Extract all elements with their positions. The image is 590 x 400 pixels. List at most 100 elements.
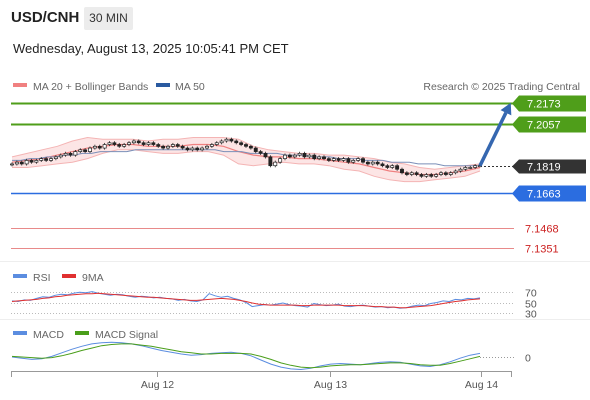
macd-signal-legend-swatch <box>75 331 89 335</box>
candle-body <box>302 153 307 158</box>
candle <box>439 171 443 177</box>
candle-body <box>205 145 209 149</box>
x-axis: Aug 12 Aug 13 Aug 14 <box>11 371 512 391</box>
candle <box>434 172 439 178</box>
rsi-legend-swatch <box>13 274 27 278</box>
candle-body <box>400 168 404 174</box>
candle <box>151 141 156 147</box>
resistance-tag <box>512 95 586 112</box>
bollinger-upper-line <box>11 136 481 170</box>
candle <box>146 141 151 147</box>
candle-body <box>112 142 117 145</box>
candle-body <box>19 161 24 165</box>
candle-body <box>322 156 326 159</box>
timeframe-button[interactable]: 30 MIN <box>84 7 133 30</box>
candle-body <box>292 154 297 158</box>
macd-tick-label: 0 <box>525 353 531 365</box>
candle-body <box>297 153 302 156</box>
candle-body <box>29 160 34 163</box>
bollinger-lower-line <box>12 149 481 183</box>
candle-body <box>434 174 439 177</box>
candle <box>395 164 400 171</box>
candle <box>195 146 200 152</box>
current-price-tag <box>512 159 586 174</box>
candle-body <box>170 144 175 147</box>
ma20-legend-swatch <box>13 83 27 87</box>
candle <box>14 160 19 166</box>
macd-line <box>11 341 481 371</box>
candle <box>287 153 292 159</box>
projection-arrow-shaft <box>478 111 508 167</box>
candle-body <box>63 153 68 156</box>
candle <box>400 167 404 175</box>
candle-body <box>107 142 112 145</box>
candle <box>200 146 205 152</box>
candle-body <box>229 138 234 142</box>
candle-body <box>336 158 341 161</box>
candle-body <box>190 147 195 151</box>
candle-body <box>24 160 29 165</box>
candle <box>88 146 92 154</box>
candle <box>268 155 273 168</box>
candle-body <box>395 165 400 170</box>
candle-body <box>244 144 248 147</box>
macd-legend: MACD MACD Signal <box>13 329 158 341</box>
resistance-label: 7.2173 <box>527 99 561 111</box>
candle <box>346 157 351 164</box>
bollinger-band-fill <box>12 137 480 182</box>
candle <box>102 142 107 150</box>
candle-body <box>341 158 346 161</box>
candle <box>83 148 88 154</box>
candle-body <box>287 154 292 158</box>
candle <box>107 141 112 147</box>
candle <box>239 141 244 147</box>
candle-body <box>127 142 131 145</box>
candle-body <box>326 158 331 161</box>
candle <box>219 139 224 145</box>
candle-body <box>448 172 453 175</box>
candle-body <box>97 145 102 149</box>
candle-body <box>239 142 244 145</box>
candle <box>78 148 83 154</box>
rsi-legend-label: RSI <box>33 272 51 284</box>
candle-body <box>117 144 122 147</box>
candle <box>24 158 29 166</box>
candle-body <box>102 144 107 149</box>
candle <box>29 158 34 164</box>
candle-body <box>258 151 263 154</box>
candle <box>370 160 375 166</box>
candle-body <box>224 138 229 142</box>
candle-body <box>151 142 156 145</box>
candle <box>356 157 361 162</box>
candle <box>283 153 287 161</box>
candle <box>10 162 14 167</box>
candle-body <box>404 172 409 175</box>
candle <box>53 155 58 161</box>
weak-support-label: 7.1351 <box>525 244 559 256</box>
candle <box>175 142 180 148</box>
copyright-label: Research © 2025 Trading Central <box>423 81 580 93</box>
candle <box>258 150 263 155</box>
resistance-tag <box>512 116 586 133</box>
candle-body <box>131 140 136 144</box>
candle <box>180 144 185 150</box>
rsi-tick-label: 30 <box>525 309 537 321</box>
candle-body <box>468 167 473 169</box>
candle-body <box>380 163 385 167</box>
candle <box>453 169 458 175</box>
candle-body <box>419 174 424 177</box>
candle-body <box>248 145 253 149</box>
candle <box>253 146 258 154</box>
candle <box>141 141 146 147</box>
candle <box>404 171 409 177</box>
candle-body <box>278 158 283 163</box>
candle <box>390 164 395 170</box>
candle <box>161 144 166 150</box>
candle <box>190 146 195 152</box>
candle-body <box>375 161 380 165</box>
candle-body <box>180 145 185 149</box>
candle <box>205 144 209 150</box>
candle <box>361 157 365 164</box>
candle-body <box>209 144 214 147</box>
